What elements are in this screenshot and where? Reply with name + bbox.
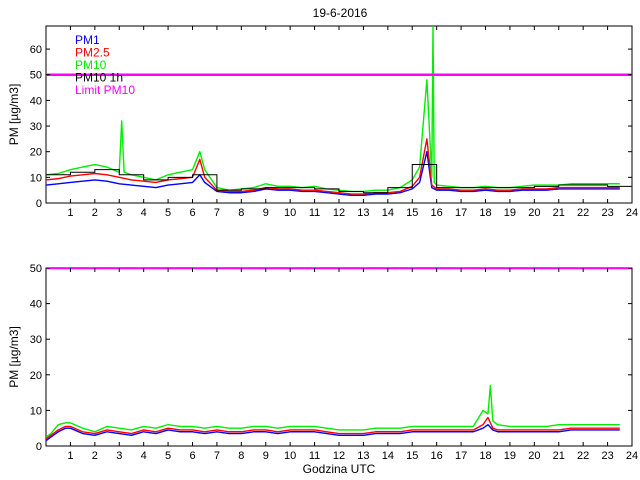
series-group: [46, 26, 632, 197]
x-tick-label: 16: [431, 207, 443, 219]
x-tick-label: 17: [455, 207, 467, 219]
x-axis-label: Godzina UTC: [303, 462, 376, 476]
y-tick-label: 30: [30, 121, 42, 133]
x-tick-label: 14: [382, 207, 394, 219]
series-group: [46, 268, 632, 442]
y-tick-label: 30: [30, 334, 42, 346]
series-pm2-5-path: [46, 138, 620, 195]
plot-panel-1: 1 2 3 4 5 6 7 8 9 10 11 12 13 14 15 16 17 18 19 20 21 22 23 240…: [7, 25, 638, 219]
y-tick-label: 40: [30, 299, 42, 311]
y-axis-label: PM [µg/m3]: [7, 84, 21, 146]
x-tick-label: 23: [601, 450, 613, 462]
x-tick-label: 9: [263, 450, 269, 462]
x-tick-label: 24: [626, 207, 638, 219]
legend-entry-pm2-5: PM2.5: [75, 46, 110, 60]
x-tick-label: 13: [357, 207, 369, 219]
plot-frame: [45, 267, 633, 447]
x-tick-label: 2: [92, 207, 98, 219]
x-tick-label: 5: [165, 450, 171, 462]
x-tick-label: 7: [214, 450, 220, 462]
series-pm10-1h-path: [46, 164, 632, 194]
y-tick-label: 10: [30, 172, 42, 184]
x-tick-label: 15: [406, 450, 418, 462]
y-tick-label: 50: [30, 70, 42, 82]
series-pm2-5-path: [46, 416, 620, 440]
x-tick-label: 18: [479, 450, 491, 462]
x-tick-label: 1: [67, 450, 73, 462]
plot-panel-2: 1 2 3 4 5 6 7 8 9 10 11 12 13 14 15 16 17 18 19 20 21 22 23 240…: [7, 263, 638, 476]
plot-frame: [45, 25, 633, 204]
x-tick-label: 2: [92, 450, 98, 462]
y-tick-label: 20: [30, 370, 42, 382]
x-tick-label: 6: [189, 207, 195, 219]
x-tick-label: 19: [504, 207, 516, 219]
x-tick-label: 6: [189, 450, 195, 462]
x-tick-label: 15: [406, 207, 418, 219]
x-tick-label: 4: [141, 450, 147, 462]
x-tick-label: 21: [553, 207, 565, 219]
legend-entry-limit-pm10: Limit PM10: [75, 83, 135, 97]
x-tick-label: 22: [577, 450, 589, 462]
y-tick-label: 60: [30, 44, 42, 56]
x-tick-label: 20: [528, 207, 540, 219]
legend-entry-pm10: PM10: [75, 58, 107, 72]
x-tick-label: 24: [626, 450, 638, 462]
y-tick-label: 0: [36, 441, 42, 453]
legend-entry-pm1: PM1: [75, 33, 100, 47]
legend-entry-pm10-1h: PM10 1h: [75, 71, 123, 85]
x-tick-label: 10: [284, 450, 296, 462]
series-pm1-path: [46, 150, 620, 197]
y-tick-label: 40: [30, 95, 42, 107]
series-pm1-path: [46, 423, 620, 442]
x-tick-label: 7: [214, 207, 220, 219]
x-tick-label: 1: [67, 207, 73, 219]
y-tick-label: 0: [36, 198, 42, 210]
y-axis-label: PM [µg/m3]: [7, 326, 21, 388]
x-tick-label: 12: [333, 450, 345, 462]
series-pm10-path: [46, 384, 620, 438]
x-tick-label: 12: [333, 207, 345, 219]
x-tick-label: 17: [455, 450, 467, 462]
x-tick-label: 4: [141, 207, 147, 219]
x-tick-label: 9: [263, 207, 269, 219]
x-tick-label: 8: [238, 207, 244, 219]
x-tick-label: 23: [601, 207, 613, 219]
x-tick-label: 19: [504, 450, 516, 462]
x-tick-label: 8: [238, 450, 244, 462]
x-tick-label: 16: [431, 450, 443, 462]
y-tick-label: 50: [30, 263, 42, 275]
x-tick-label: 10: [284, 207, 296, 219]
series-pm10-path: [46, 26, 620, 193]
chart-title: 19-6-2016: [313, 6, 368, 20]
x-tick-label: 21: [553, 450, 565, 462]
x-tick-label: 3: [116, 207, 122, 219]
x-tick-label: 14: [382, 450, 394, 462]
x-tick-label: 5: [165, 207, 171, 219]
y-tick-label: 10: [30, 405, 42, 417]
x-tick-label: 11: [309, 450, 320, 462]
x-tick-label: 11: [309, 207, 320, 219]
y-tick-label: 20: [30, 147, 42, 159]
x-tick-label: 20: [528, 450, 540, 462]
x-tick-label: 22: [577, 207, 589, 219]
x-tick-label: 18: [479, 207, 491, 219]
x-tick-label: 13: [357, 450, 369, 462]
x-tick-label: 3: [116, 450, 122, 462]
